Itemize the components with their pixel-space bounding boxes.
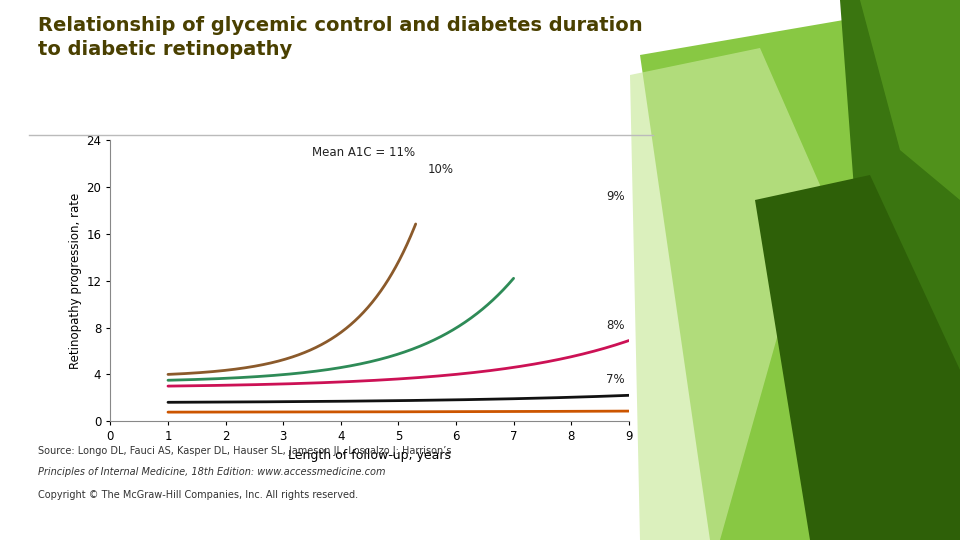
Text: 9%: 9% [606,190,624,203]
Text: Mean A1C = 11%: Mean A1C = 11% [312,146,415,159]
Text: 10%: 10% [427,163,453,176]
Text: Source: Longo DL, Fauci AS, Kasper DL, Hauser SL, Jameson JL, Loscalzo J: Harris: Source: Longo DL, Fauci AS, Kasper DL, H… [38,446,452,456]
X-axis label: Length of follow-up, years: Length of follow-up, years [288,449,451,462]
Text: Principles of Internal Medicine, 18th Edition: www.accessmedicine.com: Principles of Internal Medicine, 18th Ed… [38,467,386,477]
Text: 7%: 7% [606,373,624,386]
Y-axis label: Retinopathy progression, rate: Retinopathy progression, rate [69,193,83,369]
Text: Copyright © The McGraw-Hill Companies, Inc. All rights reserved.: Copyright © The McGraw-Hill Companies, I… [38,490,358,501]
Text: Relationship of glycemic control and diabetes duration
to diabetic retinopathy: Relationship of glycemic control and dia… [38,16,643,59]
Text: 8%: 8% [606,319,624,332]
